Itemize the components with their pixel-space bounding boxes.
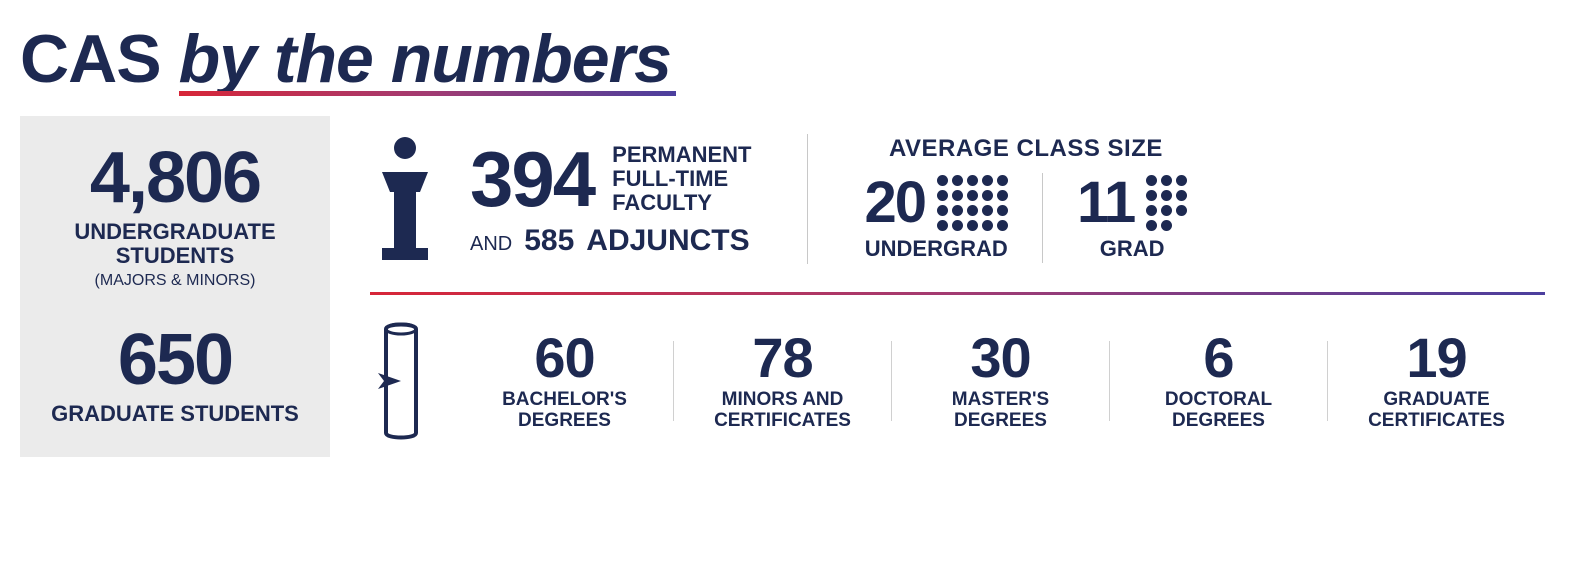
title-plain: CAS <box>20 20 161 98</box>
faculty-adjunct-label: ADJUNCTS <box>586 224 749 258</box>
grad-label: GRADUATE STUDENTS <box>40 402 310 426</box>
degree-value: 19 <box>1328 330 1545 386</box>
vertical-divider <box>1042 173 1043 263</box>
right-column: 394 PERMANENTFULL-TIMEFACULTY AND 585 AD… <box>330 116 1555 457</box>
degree-item: 19GRADUATECERTIFICATES <box>1328 330 1545 432</box>
podium-icon <box>370 134 440 264</box>
faculty-permanent-label: PERMANENTFULL-TIMEFACULTY <box>612 143 751 216</box>
degree-item: 30MASTER'SDEGREES <box>892 330 1109 432</box>
cs-undergrad-label: UNDERGRAD <box>865 236 1008 262</box>
degree-value: 6 <box>1110 330 1327 386</box>
degree-label: MINORS ANDCERTIFICATES <box>674 390 891 432</box>
degree-item: 60BACHELOR'SDEGREES <box>456 330 673 432</box>
faculty-adjunct-count: 585 <box>524 224 574 258</box>
vertical-divider <box>807 134 808 264</box>
cs-undergrad-value: 20 <box>864 174 925 232</box>
dots-icon <box>1146 175 1187 231</box>
cs-grad-value: 11 <box>1077 174 1134 232</box>
degree-value: 78 <box>674 330 891 386</box>
title-italic: by the numbers <box>179 20 671 98</box>
main-content: 4,806 UNDERGRADUATE STUDENTS (MAJORS & M… <box>20 116 1555 457</box>
undergrad-sublabel: (MAJORS & MINORS) <box>40 272 310 290</box>
grad-count: 650 <box>40 324 310 396</box>
dots-icon <box>937 175 1008 231</box>
class-size-undergrad: 20 UNDERGRAD <box>864 174 1008 262</box>
class-size-grad: 11 GRAD <box>1077 174 1187 262</box>
students-column: 4,806 UNDERGRADUATE STUDENTS (MAJORS & M… <box>20 116 330 457</box>
grad-students-stat: 650 GRADUATE STUDENTS <box>40 324 310 426</box>
undergrad-students-stat: 4,806 UNDERGRADUATE STUDENTS (MAJORS & M… <box>40 142 310 290</box>
degree-item: 78MINORS ANDCERTIFICATES <box>674 330 891 432</box>
degree-label: GRADUATECERTIFICATES <box>1328 390 1545 432</box>
class-size-title: AVERAGE CLASS SIZE <box>889 135 1163 163</box>
degree-value: 60 <box>456 330 673 386</box>
undergrad-count: 4,806 <box>40 142 310 214</box>
gradient-divider <box>370 292 1545 295</box>
degree-item: 6DOCTORALDEGREES <box>1110 330 1327 432</box>
diploma-icon <box>370 321 432 441</box>
undergrad-label: UNDERGRADUATE STUDENTS <box>40 220 310 268</box>
degrees-row: 60BACHELOR'SDEGREES78MINORS ANDCERTIFICA… <box>370 321 1545 441</box>
faculty-permanent-count: 394 <box>470 140 594 218</box>
page-title: CAS by the numbers <box>20 20 1555 98</box>
degree-label: MASTER'SDEGREES <box>892 390 1109 432</box>
faculty-and: AND <box>470 233 512 256</box>
class-size-block: AVERAGE CLASS SIZE 20 UNDERGRAD 11 <box>864 135 1187 263</box>
cs-grad-label: GRAD <box>1100 236 1165 262</box>
degree-label: DOCTORALDEGREES <box>1110 390 1327 432</box>
degree-label: BACHELOR'SDEGREES <box>456 390 673 432</box>
faculty-stat: 394 PERMANENTFULL-TIMEFACULTY AND 585 AD… <box>470 140 751 258</box>
faculty-classsize-row: 394 PERMANENTFULL-TIMEFACULTY AND 585 AD… <box>370 134 1545 264</box>
degree-value: 30 <box>892 330 1109 386</box>
degree-list: 60BACHELOR'SDEGREES78MINORS ANDCERTIFICA… <box>456 330 1545 432</box>
